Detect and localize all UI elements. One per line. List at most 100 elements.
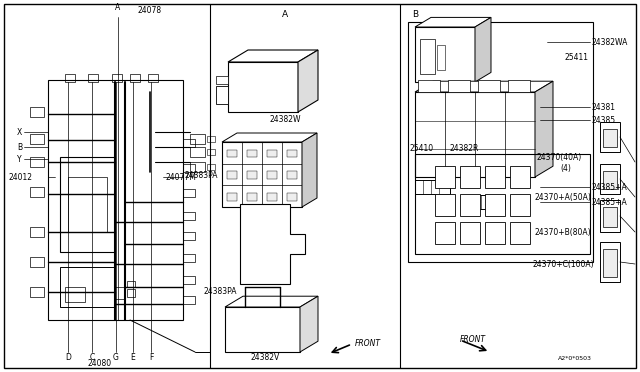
Polygon shape	[225, 296, 318, 307]
Polygon shape	[535, 81, 553, 177]
Bar	[287, 193, 297, 201]
Bar	[435, 222, 455, 244]
Polygon shape	[415, 17, 491, 27]
Bar	[68, 177, 107, 232]
Bar	[183, 212, 195, 220]
Bar	[112, 74, 122, 82]
Bar	[485, 194, 505, 216]
Text: D: D	[65, 353, 71, 362]
Polygon shape	[222, 142, 302, 207]
Text: E: E	[131, 353, 136, 362]
Bar	[30, 227, 44, 237]
Polygon shape	[300, 296, 318, 352]
Polygon shape	[475, 17, 491, 82]
Text: 24385+A: 24385+A	[592, 198, 628, 206]
Text: 24385: 24385	[592, 115, 616, 125]
Polygon shape	[415, 27, 475, 82]
Bar	[127, 281, 135, 287]
Bar	[183, 296, 195, 304]
Text: 25410: 25410	[410, 144, 434, 153]
Text: 24080: 24080	[88, 359, 112, 369]
Bar	[30, 107, 44, 117]
Text: 24385+A: 24385+A	[592, 183, 628, 192]
Bar	[603, 207, 617, 227]
Bar	[603, 249, 617, 277]
Bar	[603, 129, 617, 147]
Bar	[216, 86, 228, 104]
Polygon shape	[415, 92, 535, 177]
Bar	[247, 193, 257, 201]
Bar	[30, 257, 44, 267]
Text: 24383PA: 24383PA	[184, 170, 218, 180]
Bar	[267, 171, 277, 179]
Bar	[183, 139, 195, 147]
Text: 24382R: 24382R	[450, 144, 479, 153]
Bar	[183, 164, 195, 172]
Bar	[183, 254, 195, 262]
Bar	[510, 166, 530, 188]
Bar	[88, 74, 98, 82]
Bar	[207, 164, 215, 170]
Bar	[30, 157, 44, 167]
Text: 24383PA: 24383PA	[204, 288, 237, 296]
Bar	[65, 74, 75, 82]
Polygon shape	[415, 81, 553, 92]
Bar	[267, 193, 277, 201]
Bar	[60, 157, 115, 252]
Bar	[600, 164, 620, 194]
Text: 24078: 24078	[138, 6, 162, 15]
Bar	[418, 80, 440, 92]
Bar	[216, 76, 228, 84]
Bar	[190, 147, 205, 157]
Text: 24382W: 24382W	[269, 115, 301, 124]
Bar	[460, 166, 480, 188]
Polygon shape	[228, 62, 298, 112]
Bar	[127, 289, 135, 297]
Bar	[420, 39, 435, 74]
Text: 24370+B(80A): 24370+B(80A)	[535, 228, 591, 237]
Bar	[465, 195, 505, 209]
Bar	[30, 187, 44, 197]
Text: G: G	[113, 353, 119, 362]
Bar	[510, 194, 530, 216]
Text: Y: Y	[17, 154, 22, 164]
Bar	[60, 267, 115, 307]
Polygon shape	[222, 133, 317, 142]
Text: B: B	[412, 10, 418, 19]
Bar	[190, 162, 205, 172]
Text: 24370+C(100A): 24370+C(100A)	[533, 260, 595, 269]
Bar	[227, 150, 237, 157]
Text: A2*0*0503: A2*0*0503	[558, 356, 592, 360]
Polygon shape	[30, 46, 198, 344]
Text: A: A	[115, 3, 120, 12]
Bar	[207, 149, 215, 155]
Bar	[130, 74, 140, 82]
Bar	[435, 194, 455, 216]
Text: X: X	[17, 128, 22, 137]
Text: F: F	[149, 353, 153, 362]
Bar	[207, 136, 215, 142]
Bar	[148, 74, 158, 82]
Bar	[485, 166, 505, 188]
Polygon shape	[228, 50, 318, 62]
Bar	[115, 287, 125, 299]
Text: 24370(40A): 24370(40A)	[537, 153, 582, 161]
Bar	[48, 80, 183, 320]
Bar	[227, 171, 237, 179]
Bar	[65, 287, 85, 302]
Bar	[415, 180, 450, 194]
Circle shape	[230, 337, 240, 347]
Bar	[183, 189, 195, 197]
Text: 24382WA: 24382WA	[592, 38, 628, 46]
Circle shape	[69, 166, 81, 178]
Bar	[227, 193, 237, 201]
Bar	[247, 171, 257, 179]
Bar	[267, 150, 277, 157]
Bar	[287, 150, 297, 157]
Bar	[287, 171, 297, 179]
Bar	[460, 222, 480, 244]
Text: B: B	[17, 142, 22, 151]
Bar	[508, 80, 530, 92]
Bar	[30, 287, 44, 297]
Bar	[510, 222, 530, 244]
